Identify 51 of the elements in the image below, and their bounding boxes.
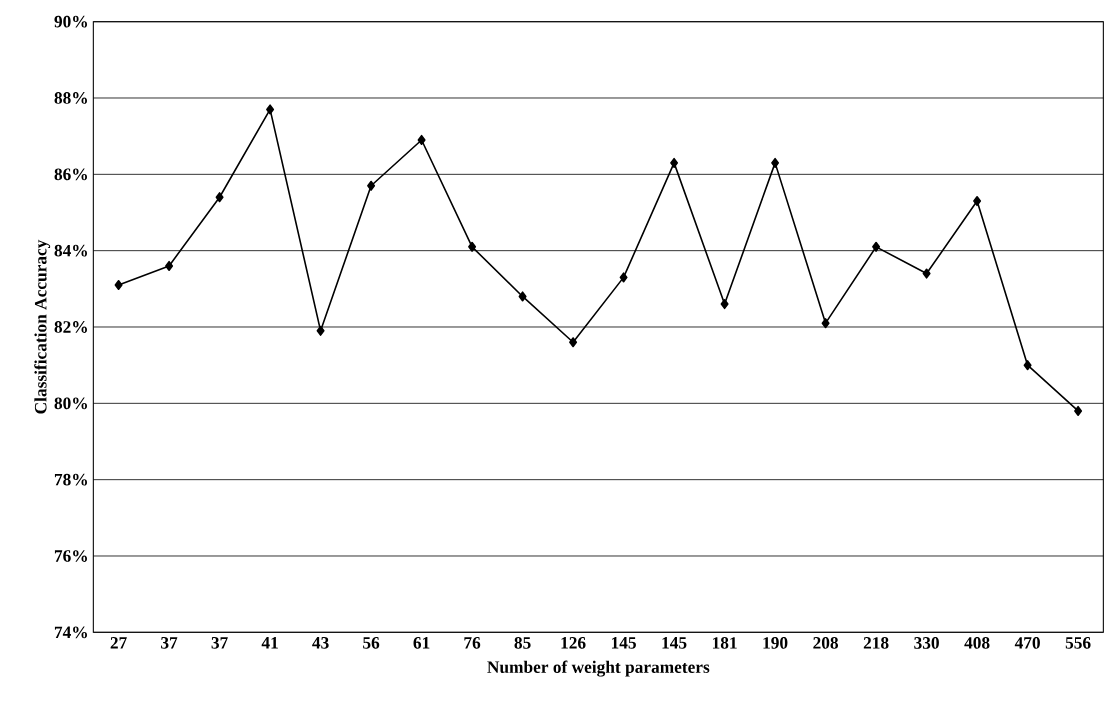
point: [670, 157, 679, 168]
point: [367, 180, 376, 191]
point: [569, 337, 578, 348]
x-tick-label: 76: [464, 637, 481, 649]
x-tick-label: 41: [261, 637, 278, 649]
x-tick-label: 56: [363, 637, 380, 649]
point: [973, 195, 982, 207]
point: [619, 272, 628, 283]
x-tick-label: 145: [611, 637, 636, 649]
y-tick-label: 80%: [54, 397, 87, 410]
y-axis-title: Classification Accuracy: [34, 239, 51, 414]
y-tick-label: 76%: [54, 550, 87, 562]
x-tick-label: 43: [312, 637, 329, 649]
x-tick-label: 181: [712, 637, 737, 649]
y-tick-label: 74%: [54, 626, 87, 639]
x-tick-label: 126: [561, 637, 586, 649]
y-tick-label: 84%: [54, 244, 87, 257]
point: [468, 241, 477, 252]
point: [266, 104, 275, 115]
y-tick-label: 86%: [54, 168, 87, 181]
y-tick-label: 78%: [54, 473, 87, 486]
x-tick-label: 556: [1065, 637, 1091, 649]
x-tick-label: 61: [413, 637, 430, 649]
point: [720, 299, 729, 310]
x-tick-label: 218: [863, 637, 889, 649]
point: [922, 268, 931, 279]
x-tick-label: 190: [763, 637, 788, 649]
point: [165, 260, 174, 271]
y-tick-label: 88%: [54, 92, 87, 104]
point: [771, 157, 780, 168]
point: [1074, 405, 1083, 417]
x-tick-label: 37: [161, 637, 178, 649]
x-tick-label: 27: [110, 637, 127, 649]
x-tick-label: 145: [662, 637, 687, 649]
x-tick-label: 85: [514, 637, 531, 649]
point: [518, 291, 527, 302]
x-tick-label: 37: [211, 637, 228, 649]
y-tick-label: 82%: [54, 321, 87, 333]
x-tick-label: 470: [1014, 637, 1040, 649]
point: [316, 325, 325, 336]
x-tick-label: 208: [813, 637, 839, 649]
point: [821, 318, 830, 329]
point: [1023, 360, 1032, 371]
x-tick-label: 408: [964, 637, 990, 649]
x-axis-title: Number of weight parameters: [487, 660, 710, 677]
x-tick-label: 330: [914, 637, 939, 649]
point: [417, 134, 426, 146]
point: [215, 192, 224, 203]
point: [872, 241, 881, 252]
point: [114, 279, 123, 291]
y-tick-label: 90%: [54, 15, 87, 28]
